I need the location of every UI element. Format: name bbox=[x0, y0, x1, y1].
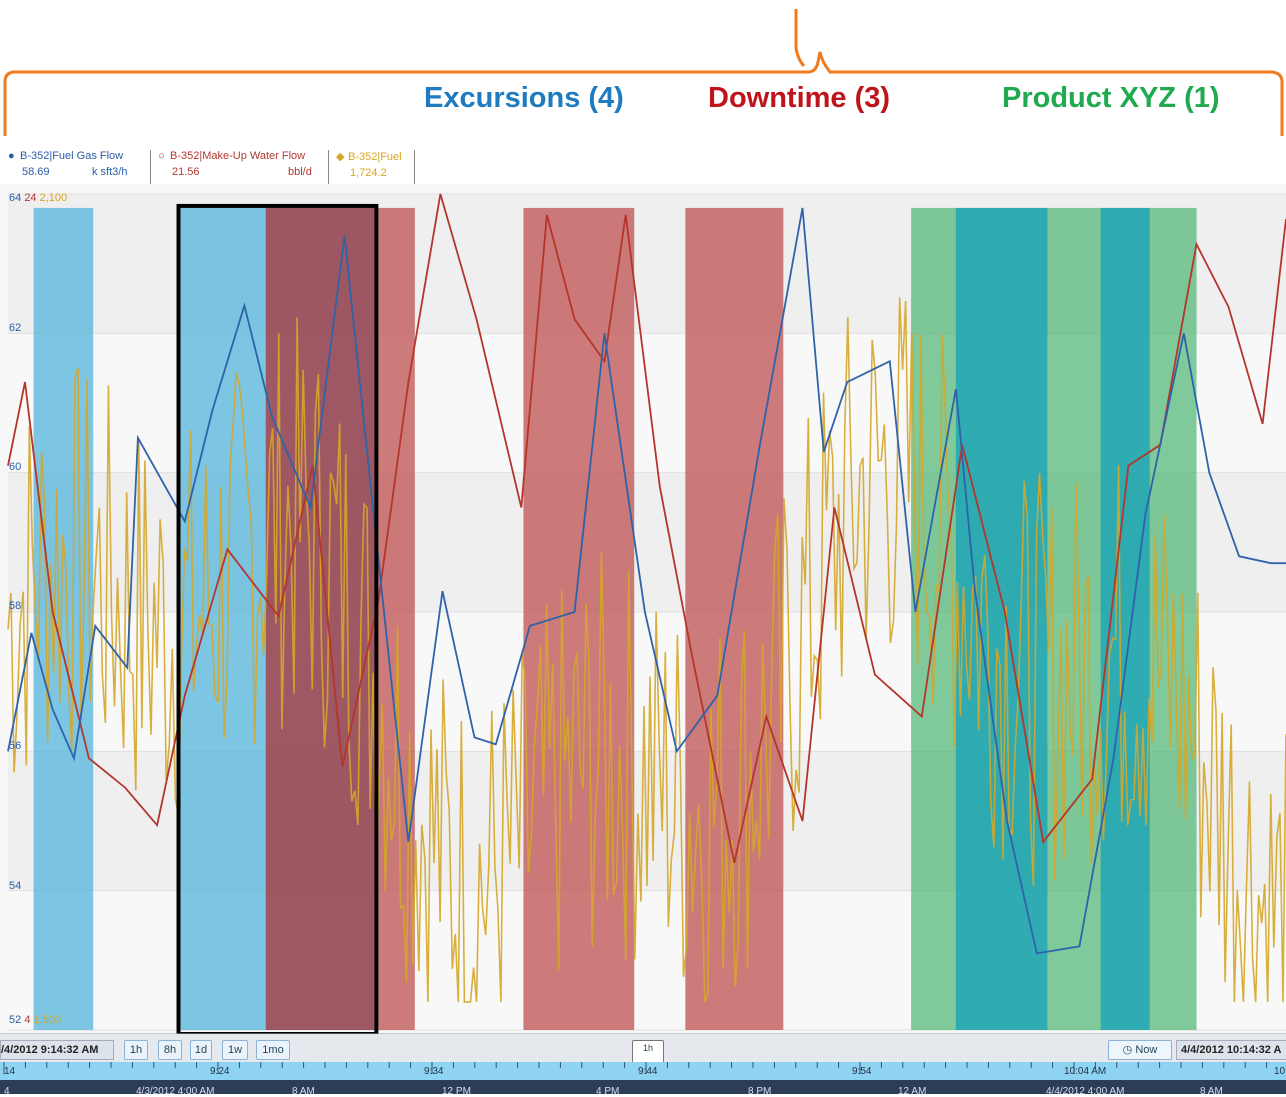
legend-marker-diamond-icon: ◆ bbox=[336, 151, 345, 163]
legend-value: 1,724.2 bbox=[350, 167, 387, 179]
range-button-1h[interactable]: 1h bbox=[124, 1040, 148, 1060]
brace-stem bbox=[794, 9, 806, 68]
timeline-bar[interactable] bbox=[0, 1062, 1286, 1094]
timeline-coarse-label: 4 bbox=[4, 1086, 10, 1097]
timeline-fine-label: 10:04 AM bbox=[1064, 1066, 1107, 1077]
series-line-make-up-water-flow bbox=[7, 193, 1286, 863]
timeline-coarse-label: 12 AM bbox=[898, 1086, 927, 1097]
y-tick-60: 60 bbox=[9, 461, 22, 473]
legend-marker-dot-icon: ● bbox=[8, 150, 15, 162]
axis-top-blue: 64 bbox=[9, 192, 22, 204]
timeline-coarse-label: 4 PM bbox=[596, 1086, 620, 1097]
event-band-excursions bbox=[1100, 207, 1150, 1030]
timeline-fine-label: 14 bbox=[4, 1066, 16, 1077]
range-button-1w[interactable]: 1w bbox=[222, 1040, 248, 1060]
y-tick-62: 62 bbox=[9, 322, 22, 334]
category-label-product: Product XYZ (1) bbox=[1002, 82, 1220, 114]
legend-series-name: B-352|Make-Up Water Flow bbox=[170, 150, 306, 162]
axis-bottom-labels: 52 4 1,500 bbox=[9, 1014, 61, 1026]
timeline-fine-label: 10 bbox=[1274, 1066, 1286, 1077]
legend-value: 58.69 bbox=[22, 166, 50, 178]
event-band-overlap bbox=[265, 207, 375, 1030]
legend-marker-circle-icon: ○ bbox=[158, 150, 165, 162]
y-tick-58: 58 bbox=[9, 600, 22, 612]
now-button[interactable]: ◷ Now bbox=[1108, 1040, 1172, 1060]
axis-bottom-blue: 52 bbox=[9, 1014, 22, 1026]
grouping-brace bbox=[3, 9, 1284, 136]
range-button-1mo[interactable]: 1mo bbox=[256, 1040, 290, 1060]
category-label-excursions: Excursions (4) bbox=[424, 82, 624, 114]
timeline-fine-label: 9:54 bbox=[852, 1066, 872, 1077]
legend: ● B-352|Fuel Gas Flow 58.69 k sft3/h ○ B-35… bbox=[0, 148, 1286, 186]
range-button-8h[interactable]: 8h bbox=[158, 1040, 182, 1060]
legend-unit: k sft3/h bbox=[92, 166, 128, 178]
plot-area[interactable] bbox=[0, 140, 1286, 1094]
axis-top-gold: 2,100 bbox=[39, 192, 68, 204]
timeline-coarse-label: 4/3/2012 4:00 AM bbox=[136, 1086, 215, 1097]
timeline-coarse-label: 8 AM bbox=[292, 1086, 315, 1097]
legend-series-name: B-352|Fuel Gas Flow bbox=[20, 150, 124, 162]
legend-value: 21.56 bbox=[172, 166, 200, 178]
y-tick-56: 56 bbox=[9, 740, 22, 752]
timeline-fine-label: 9:44 bbox=[638, 1066, 658, 1077]
axis-bottom-gold: 1,500 bbox=[33, 1014, 62, 1026]
timeline-fine-track bbox=[0, 1062, 1286, 1080]
end-time[interactable]: 4/4/2012 10:14:32 A bbox=[1176, 1040, 1286, 1060]
timeline-fine-label: 9:24 bbox=[210, 1066, 230, 1077]
now-label: Now bbox=[1135, 1044, 1158, 1056]
legend-item-fuel[interactable]: ◆ B-352|Fuel 1,724.2 bbox=[336, 150, 415, 184]
range-button-1d[interactable]: 1d bbox=[190, 1040, 212, 1060]
axis-top-red: 24 bbox=[24, 192, 37, 204]
legend-item-fuel-gas-flow[interactable]: ● B-352|Fuel Gas Flow 58.69 k sft3/h bbox=[8, 150, 151, 184]
y-tick-54: 54 bbox=[9, 880, 22, 892]
axis-bottom-red: 4 bbox=[24, 1014, 31, 1026]
timeline-fine-label: 9:34 bbox=[424, 1066, 444, 1077]
timeline-coarse-label: 8 AM bbox=[1200, 1086, 1223, 1097]
start-time[interactable]: /4/2012 9:14:32 AM bbox=[0, 1040, 114, 1060]
legend-item-make-up-water-flow[interactable]: ○ B-352|Make-Up Water Flow 21.56 bbl/d bbox=[158, 150, 329, 184]
timeline-coarse-label: 4/4/2012 4:00 AM bbox=[1046, 1086, 1125, 1097]
brace-path bbox=[3, 51, 1284, 136]
timeline-coarse-track bbox=[0, 1080, 1286, 1094]
legend-background bbox=[0, 140, 1286, 184]
timeline-coarse-label: 12 PM bbox=[442, 1086, 471, 1097]
axis-top-labels: 64 24 2,100 bbox=[9, 192, 67, 204]
event-band-downtime bbox=[523, 207, 635, 1030]
event-band-excursions bbox=[955, 207, 1048, 1030]
legend-series-name: B-352|Fuel bbox=[348, 151, 402, 163]
legend-unit: bbl/d bbox=[288, 166, 312, 178]
trend-chart bbox=[0, 140, 1286, 1094]
timeline-coarse-label: 8 PM bbox=[748, 1086, 772, 1097]
category-label-downtime: Downtime (3) bbox=[708, 82, 891, 114]
clock-icon: ◷ bbox=[1122, 1044, 1133, 1056]
series-line-fuel bbox=[7, 297, 1286, 1003]
event-band-excursions bbox=[33, 207, 94, 1030]
